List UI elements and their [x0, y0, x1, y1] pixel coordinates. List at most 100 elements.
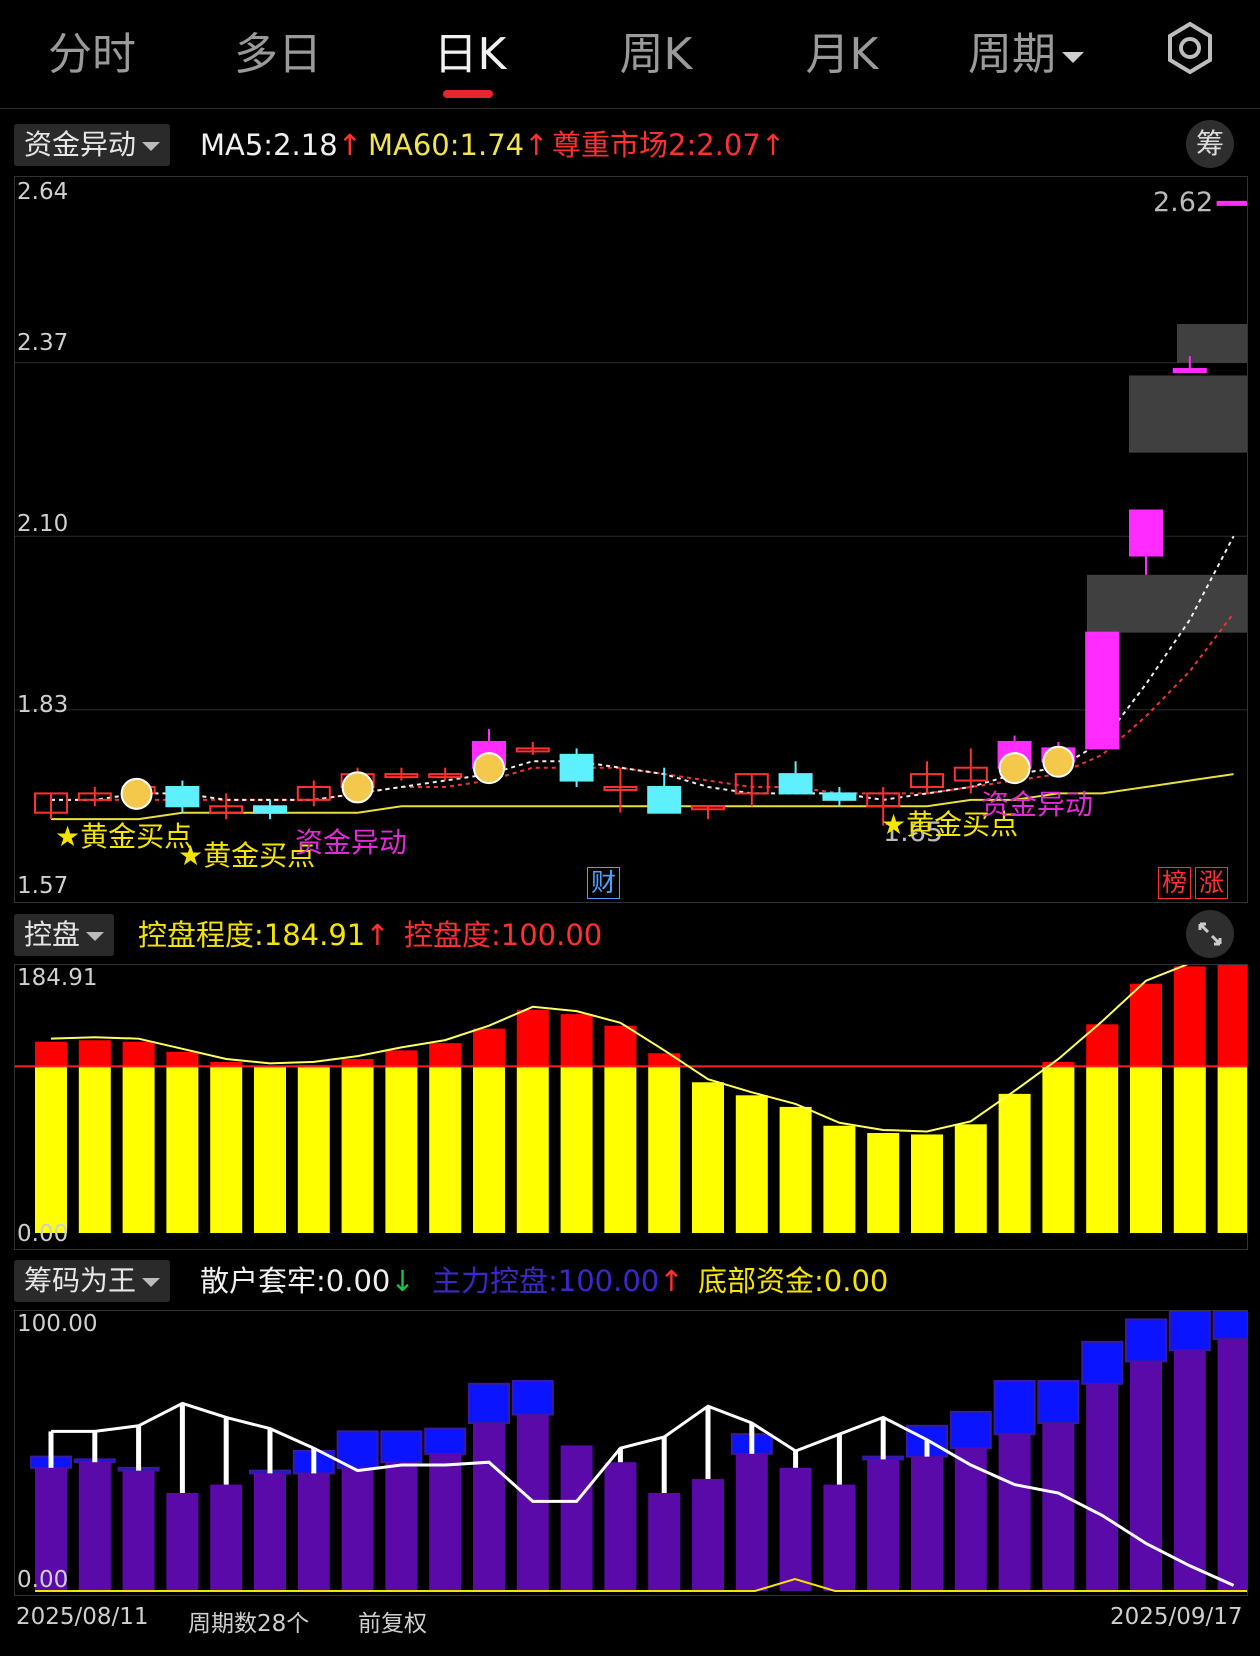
control-bar-red	[473, 1028, 505, 1067]
resistance-zone-box	[1129, 375, 1247, 453]
chips-main-bar-purple	[210, 1484, 243, 1591]
control-bar-yellow	[867, 1132, 900, 1233]
chips-main-bar-blue	[1037, 1380, 1080, 1424]
tab-multiday[interactable]: 多日	[234, 29, 322, 80]
y-tick-label: 0.00	[17, 1221, 69, 1247]
up-arrow-icon: ↑	[337, 128, 362, 162]
candle-body	[822, 792, 857, 801]
kline-indicator-name: 资金异动	[24, 128, 137, 161]
bottom-capital-readout: 底部资金:0.00	[698, 1264, 889, 1298]
chips-main-bar-blue	[468, 1382, 510, 1425]
candle-body	[34, 792, 68, 814]
candle-body	[515, 747, 550, 753]
chip-distribution-button[interactable]: 筹	[1186, 120, 1234, 168]
signal-golden-buy: ★黄金买点	[178, 839, 316, 872]
chips-main-bar-purple	[122, 1470, 155, 1591]
chips-main-bar-purple	[954, 1448, 987, 1591]
control-bar-yellow	[166, 1066, 199, 1233]
tab-weekly-k[interactable]: 周K	[619, 29, 693, 80]
control-bar-red	[35, 1041, 67, 1067]
control-header: 控盘 控盘程度:184.91↑ 控盘度:100.00	[0, 910, 1260, 960]
control-bar-red	[385, 1050, 418, 1067]
money-bag-icon	[473, 752, 505, 785]
chips-main-bar-purple	[1086, 1383, 1119, 1591]
y-tick-label: 2.37	[17, 330, 69, 356]
zz-market-readout: 尊重市场2:2.07↑	[552, 128, 786, 162]
finance-event-badge[interactable]: 财	[587, 867, 621, 899]
control-bar-red	[560, 1014, 593, 1067]
chips-main-bar-purple	[297, 1473, 330, 1591]
chips-main-bar-purple	[78, 1462, 111, 1591]
settings-hexagon-icon[interactable]	[1160, 18, 1220, 78]
zz-market-line	[51, 612, 1235, 801]
control-bar-red	[1217, 965, 1247, 1067]
down-arrow-icon: ↓	[390, 1264, 415, 1298]
chips-chart	[30, 1311, 1247, 1592]
chips-main-bar-purple	[35, 1467, 67, 1591]
control-bar-yellow	[911, 1134, 943, 1233]
period-tab-bar: 分时 多日 日K 周K 月K 周期	[0, 0, 1260, 109]
active-tab-indicator	[443, 90, 493, 98]
main-control-readout: 主力控盘:100.00↑	[432, 1264, 684, 1298]
chips-main-bar-purple	[867, 1459, 900, 1591]
resistance-zone-box	[1177, 324, 1247, 363]
signal-golden-buy: ★黄金买点	[55, 820, 193, 853]
limit-up-badge[interactable]: 涨	[1195, 867, 1229, 899]
chips-main-bar-purple	[735, 1453, 768, 1591]
tab-daily-k[interactable]: 日K	[433, 29, 507, 80]
chart-footer: 2025/08/11 周期数28个 前复权 2025/09/17	[0, 1600, 1260, 1656]
control-bar-yellow	[954, 1124, 987, 1233]
money-bag-icon	[1042, 745, 1075, 778]
chips-main-bar-purple	[604, 1462, 637, 1591]
money-bag-icon	[998, 752, 1031, 785]
chips-main-bar-blue	[1212, 1311, 1247, 1340]
chips-chart-panel[interactable]: 100.00 0.00	[14, 1310, 1248, 1596]
candle-body	[384, 773, 419, 779]
chips-main-bar-purple	[779, 1467, 812, 1591]
control-bar-yellow	[1173, 1066, 1206, 1233]
chips-main-bar-blue	[1168, 1311, 1211, 1352]
ma5-readout: MA5:2.18↑	[200, 128, 362, 162]
chips-main-bar-purple	[911, 1456, 943, 1591]
price-adjust-mode[interactable]: 前复权	[358, 1611, 427, 1637]
chips-indicator-select[interactable]: 筹码为王	[14, 1260, 171, 1302]
chips-main-bar-blue	[1081, 1340, 1124, 1385]
signal-capital-flow: 资金异动	[981, 788, 1094, 821]
candle-body	[778, 773, 813, 795]
chips-main-bar-purple	[1173, 1350, 1206, 1591]
chips-main-bar-purple	[1217, 1339, 1247, 1591]
chevron-down-icon	[86, 931, 105, 941]
chevron-down-icon	[1062, 51, 1084, 63]
control-bar-yellow	[429, 1066, 462, 1233]
ranking-badge[interactable]: 榜	[1158, 867, 1192, 899]
tab-monthly-k[interactable]: 月K	[805, 29, 879, 80]
chips-main-bar-purple	[823, 1484, 856, 1591]
control-bar-red	[648, 1053, 681, 1067]
y-tick-label: 2.10	[17, 511, 69, 537]
chevron-down-icon	[142, 141, 161, 151]
tab-intraday[interactable]: 分时	[48, 29, 136, 80]
kline-chart-panel[interactable]: 2.64 2.37 2.10 1.83 1.57 2.62 1.65 ★黄金买点…	[14, 176, 1248, 903]
control-bar-yellow	[473, 1066, 505, 1233]
high-price-label: 2.62	[1153, 187, 1214, 218]
y-tick-label: 1.57	[17, 873, 69, 899]
candle-body	[1129, 509, 1163, 557]
control-bar-yellow	[648, 1066, 681, 1233]
chips-main-bar-purple	[254, 1473, 286, 1591]
control-bar-yellow	[78, 1066, 111, 1233]
kline-indicator-select[interactable]: 资金异动	[14, 124, 171, 166]
candle-body	[691, 805, 725, 811]
candle-body	[296, 785, 331, 801]
tab-period-dropdown[interactable]: 周期	[936, 18, 1116, 82]
control-bar-yellow	[385, 1066, 418, 1233]
control-indicator-select[interactable]: 控盘	[14, 914, 115, 956]
chips-main-bar-purple	[1130, 1361, 1162, 1591]
expand-icon[interactable]	[1186, 910, 1234, 958]
chips-main-bar-purple	[429, 1453, 462, 1591]
chips-main-bar-blue	[380, 1430, 423, 1464]
control-chart-panel[interactable]: 184.91 0.00	[14, 964, 1248, 1250]
chips-main-bar-purple	[560, 1445, 593, 1591]
chips-main-bar-purple	[692, 1479, 724, 1591]
control-bar-yellow	[779, 1106, 812, 1233]
candle-body	[1172, 368, 1207, 374]
